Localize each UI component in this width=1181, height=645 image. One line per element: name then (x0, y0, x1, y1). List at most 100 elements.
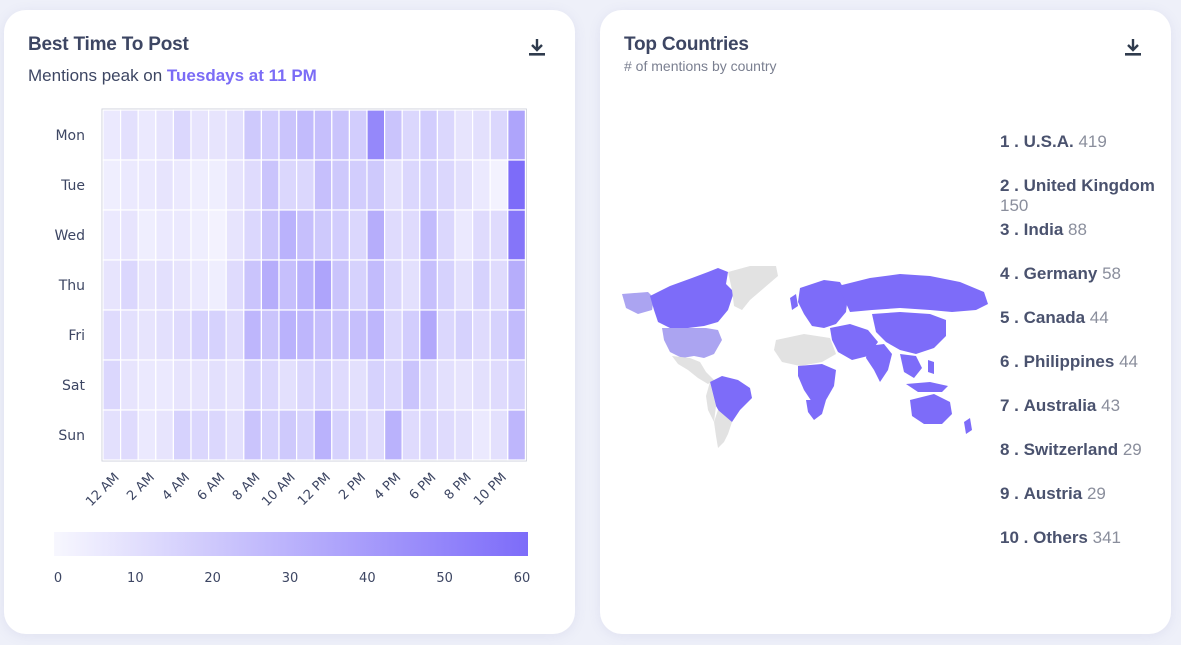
heatmap-cell[interactable] (208, 309, 227, 361)
heatmap-cell[interactable] (384, 109, 403, 161)
heatmap-cell[interactable] (243, 109, 263, 161)
heatmap-cell[interactable] (489, 159, 509, 211)
heatmap-cell[interactable] (366, 209, 386, 261)
heatmap-cell[interactable] (172, 309, 192, 361)
heatmap-cell[interactable] (102, 359, 122, 411)
heatmap-cell[interactable] (260, 259, 280, 311)
heatmap-cell[interactable] (401, 209, 421, 261)
heatmap-cell[interactable] (155, 309, 175, 361)
heatmap-cell[interactable] (348, 409, 368, 461)
heatmap-cell[interactable] (172, 109, 192, 161)
heatmap-cell[interactable] (436, 309, 456, 361)
heatmap-cell[interactable] (436, 209, 456, 261)
heatmap-cell[interactable] (119, 409, 139, 461)
heatmap-cell[interactable] (119, 309, 139, 361)
heatmap-cell[interactable] (331, 259, 350, 311)
heatmap-cell[interactable] (102, 309, 122, 361)
heatmap-cell[interactable] (190, 259, 210, 311)
heatmap-cell[interactable] (348, 359, 368, 411)
heatmap-cell[interactable] (137, 309, 157, 361)
heatmap-cell[interactable] (384, 259, 403, 311)
heatmap-cell[interactable] (278, 109, 298, 161)
heatmap-cell[interactable] (507, 109, 526, 161)
heatmap-cell[interactable] (278, 159, 298, 211)
heatmap-cell[interactable] (172, 359, 192, 411)
heatmap-cell[interactable] (296, 109, 315, 161)
heatmap-cell[interactable] (278, 209, 298, 261)
heatmap-cell[interactable] (225, 209, 245, 261)
heatmap-cell[interactable] (331, 309, 350, 361)
heatmap-cell[interactable] (208, 209, 227, 261)
heatmap-cell[interactable] (507, 359, 526, 411)
heatmap-cell[interactable] (208, 359, 227, 411)
heatmap-cell[interactable] (155, 359, 175, 411)
heatmap-cell[interactable] (208, 409, 227, 461)
heatmap-cell[interactable] (348, 209, 368, 261)
heatmap-cell[interactable] (260, 309, 280, 361)
heatmap-cell[interactable] (472, 259, 491, 311)
heatmap-cell[interactable] (366, 259, 386, 311)
heatmap-cell[interactable] (243, 259, 263, 311)
heatmap-cell[interactable] (243, 159, 263, 211)
heatmap-cell[interactable] (313, 359, 333, 411)
heatmap-cell[interactable] (472, 159, 491, 211)
heatmap-cell[interactable] (190, 109, 210, 161)
heatmap-cell[interactable] (278, 359, 298, 411)
heatmap-cell[interactable] (119, 109, 139, 161)
heatmap-cell[interactable] (225, 359, 245, 411)
heatmap-cell[interactable] (348, 109, 368, 161)
heatmap-cell[interactable] (454, 359, 474, 411)
heatmap-cell[interactable] (243, 209, 263, 261)
heatmap-cell[interactable] (190, 309, 210, 361)
heatmap-cell[interactable] (155, 159, 175, 211)
heatmap-cell[interactable] (489, 209, 509, 261)
heatmap-cell[interactable] (489, 359, 509, 411)
heatmap-cell[interactable] (190, 409, 210, 461)
heatmap-cell[interactable] (401, 409, 421, 461)
heatmap-cell[interactable] (313, 409, 333, 461)
heatmap-cell[interactable] (172, 209, 192, 261)
heatmap-cell[interactable] (384, 359, 403, 411)
heatmap-cell[interactable] (401, 259, 421, 311)
heatmap-cell[interactable] (454, 309, 474, 361)
heatmap-cell[interactable] (366, 159, 386, 211)
heatmap-cell[interactable] (313, 209, 333, 261)
heatmap-cell[interactable] (155, 109, 175, 161)
heatmap-cell[interactable] (172, 409, 192, 461)
heatmap-cell[interactable] (243, 409, 263, 461)
heatmap-cell[interactable] (243, 309, 263, 361)
heatmap-cell[interactable] (472, 109, 491, 161)
heatmap-cell[interactable] (225, 409, 245, 461)
download-icon[interactable] (526, 36, 548, 58)
heatmap-cell[interactable] (366, 109, 386, 161)
heatmap-cell[interactable] (313, 309, 333, 361)
heatmap-cell[interactable] (331, 109, 350, 161)
heatmap-cell[interactable] (472, 209, 491, 261)
heatmap-cell[interactable] (296, 409, 315, 461)
heatmap-cell[interactable] (436, 109, 456, 161)
heatmap-cell[interactable] (436, 159, 456, 211)
heatmap-cell[interactable] (436, 259, 456, 311)
heatmap-cell[interactable] (278, 259, 298, 311)
heatmap-cell[interactable] (419, 409, 438, 461)
heatmap-cell[interactable] (384, 409, 403, 461)
heatmap-cell[interactable] (137, 409, 157, 461)
heatmap-cell[interactable] (348, 259, 368, 311)
heatmap-cell[interactable] (489, 109, 509, 161)
heatmap-cell[interactable] (419, 309, 438, 361)
heatmap-cell[interactable] (489, 259, 509, 311)
heatmap-cell[interactable] (331, 359, 350, 411)
heatmap-cell[interactable] (331, 209, 350, 261)
heatmap-cell[interactable] (119, 209, 139, 261)
heatmap-cell[interactable] (507, 409, 526, 461)
heatmap-cell[interactable] (454, 159, 474, 211)
heatmap-cell[interactable] (436, 359, 456, 411)
heatmap-cell[interactable] (419, 209, 438, 261)
heatmap-cell[interactable] (102, 109, 122, 161)
heatmap-cell[interactable] (119, 359, 139, 411)
heatmap-cell[interactable] (384, 159, 403, 211)
heatmap-cell[interactable] (102, 209, 122, 261)
heatmap-cell[interactable] (172, 259, 192, 311)
heatmap-cell[interactable] (331, 409, 350, 461)
heatmap-cell[interactable] (155, 259, 175, 311)
